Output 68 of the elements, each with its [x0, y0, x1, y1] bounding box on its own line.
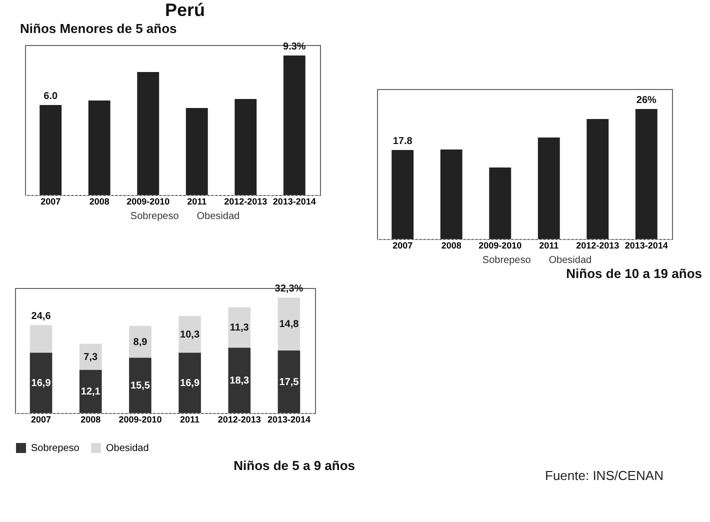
bar	[234, 99, 257, 195]
bar	[88, 100, 110, 195]
x-tick-label: 2009-2010	[126, 196, 170, 206]
bar	[137, 72, 160, 195]
bar	[586, 119, 609, 239]
data-label: 15,5	[130, 380, 150, 392]
chart-title: Perú	[164, 0, 206, 21]
data-label: 17.8	[392, 136, 413, 147]
text: Sobrepeso	[482, 255, 531, 266]
bar	[538, 138, 560, 239]
x-tick-label: 2008	[441, 240, 462, 250]
x-tick-label: 2011	[187, 196, 207, 206]
data-label: 12,1	[80, 386, 101, 398]
bar	[178, 316, 201, 353]
bar	[30, 325, 52, 353]
x-tick-label: 2013-2014	[267, 414, 310, 424]
text: Niños de 5 a 9 años	[232, 458, 355, 473]
legend-label: Sobrepeso	[31, 443, 80, 454]
x-tick-label: 2009-2010	[478, 240, 522, 250]
text: Niños de 10 a 19 años	[565, 266, 702, 281]
x-tick-label: 2013-2014	[624, 240, 668, 250]
bar	[392, 150, 414, 239]
bar	[79, 344, 102, 370]
x-tick-label: 2007	[31, 414, 52, 424]
data-label: 14,8	[279, 319, 300, 330]
bar	[178, 352, 201, 413]
bar	[79, 370, 102, 413]
x-tick-label: 2011	[180, 414, 200, 424]
x-tick-label: 2008	[89, 196, 110, 206]
bar	[228, 348, 251, 413]
x-tick-label: 2007	[392, 240, 413, 250]
source-note: Fuente: INS/CENAN	[545, 468, 664, 483]
data-label: 26%	[636, 95, 657, 106]
x-tick-label: 2013-2014	[272, 196, 316, 206]
x-tick-label: 2011	[539, 240, 559, 250]
data-label: 18,3	[230, 375, 250, 386]
text: Sobrepeso	[130, 211, 179, 222]
data-label: 8,9	[133, 336, 148, 348]
bar	[129, 358, 152, 413]
text: Obesidad	[548, 255, 592, 266]
x-tick-label: 2009-2010	[118, 414, 162, 424]
text: Obesidad	[196, 211, 240, 222]
data-label: 16,9	[31, 378, 52, 389]
x-tick-label: 2008	[80, 414, 101, 424]
bar	[440, 150, 462, 239]
data-label: 16,9	[180, 378, 200, 389]
bar	[228, 307, 251, 348]
data-label: 6.0	[44, 91, 58, 102]
bar	[283, 56, 306, 195]
bar	[40, 105, 62, 195]
chart-subtitle: Niños Menores de 5 años	[20, 21, 178, 36]
bar	[30, 352, 52, 413]
data-label: 11,3	[230, 322, 250, 334]
bar	[278, 298, 300, 350]
x-tick-label: 2012-2013	[576, 240, 620, 250]
bar	[278, 350, 300, 413]
data-label: 10,3	[180, 329, 200, 340]
legend-label: Obesidad	[106, 443, 149, 454]
bar	[635, 109, 658, 239]
total-label: 24,6	[31, 311, 52, 322]
bar	[129, 326, 152, 358]
x-tick-label: 2012-2013	[218, 414, 261, 424]
x-tick-label: 2007	[40, 196, 61, 206]
data-label: 17,5	[279, 376, 300, 388]
data-label: 7,3	[84, 352, 98, 363]
x-tick-label: 2012-2013	[224, 196, 268, 206]
bar	[186, 108, 208, 195]
bar	[489, 168, 512, 239]
